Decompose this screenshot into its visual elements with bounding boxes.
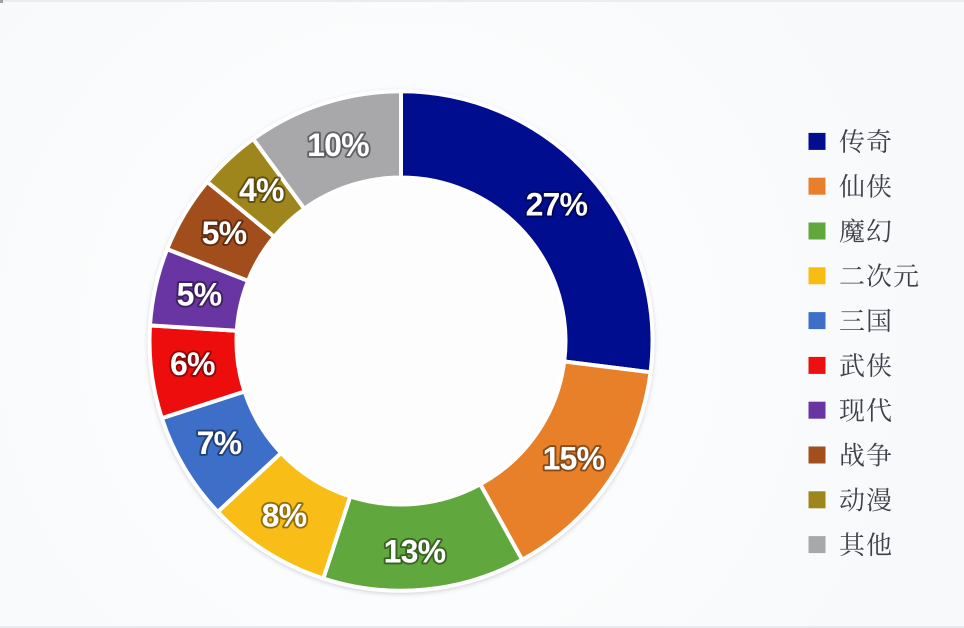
svg-text:13%: 13% [384, 534, 446, 570]
svg-text:6%: 6% [170, 346, 215, 382]
svg-text:10%: 10% [307, 127, 369, 163]
svg-text:8%: 8% [262, 498, 307, 534]
svg-text:27%: 27% [526, 187, 588, 223]
svg-text:15%: 15% [543, 441, 605, 477]
svg-text:7%: 7% [197, 425, 242, 461]
svg-text:5%: 5% [177, 277, 222, 313]
svg-text:5%: 5% [202, 215, 247, 251]
svg-text:4%: 4% [239, 172, 284, 208]
